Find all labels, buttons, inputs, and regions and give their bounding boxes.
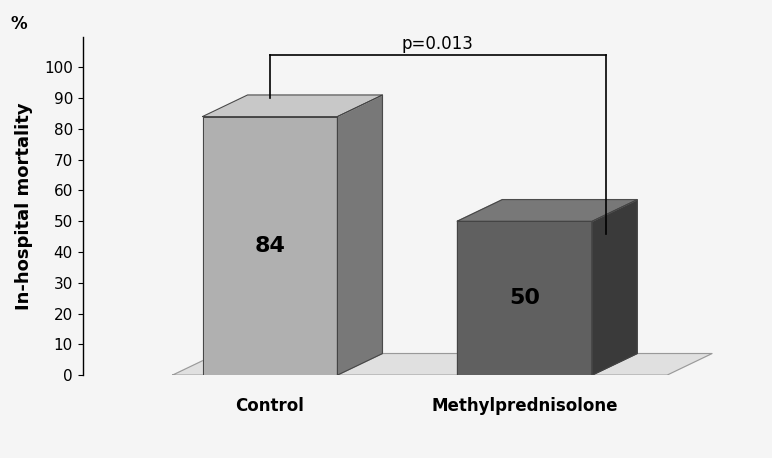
Text: 50: 50 — [510, 288, 540, 308]
Text: %: % — [10, 15, 27, 33]
Polygon shape — [457, 200, 637, 221]
Polygon shape — [457, 221, 592, 375]
Text: p=0.013: p=0.013 — [402, 35, 474, 54]
Text: 84: 84 — [255, 236, 286, 256]
Polygon shape — [202, 95, 382, 116]
Polygon shape — [202, 116, 337, 375]
Polygon shape — [337, 95, 382, 375]
Polygon shape — [592, 200, 637, 375]
Text: Control: Control — [235, 397, 304, 414]
Polygon shape — [173, 354, 712, 375]
Text: Methylprednisolone: Methylprednisolone — [432, 397, 618, 414]
Y-axis label: In-hospital mortality: In-hospital mortality — [15, 102, 33, 310]
